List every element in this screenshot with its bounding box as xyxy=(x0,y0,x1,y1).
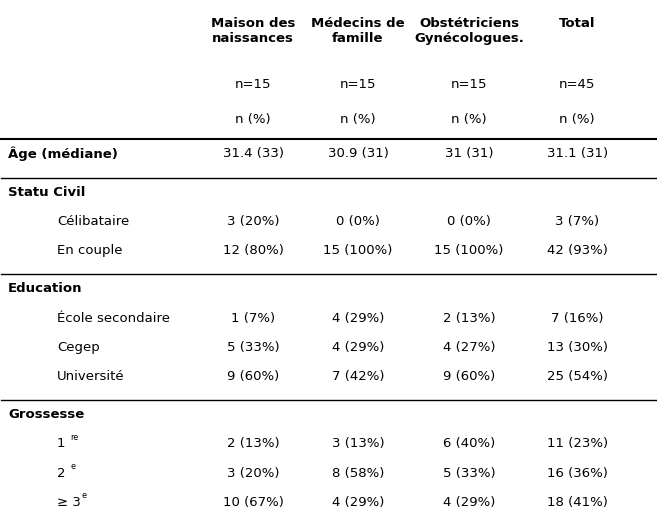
Text: Célibataire: Célibataire xyxy=(57,215,129,228)
Text: 4 (29%): 4 (29%) xyxy=(332,312,384,325)
Text: 5 (33%): 5 (33%) xyxy=(443,467,495,479)
Text: n (%): n (%) xyxy=(340,113,376,126)
Text: 31 (31): 31 (31) xyxy=(445,147,493,160)
Text: Total: Total xyxy=(559,17,595,30)
Text: 3 (13%): 3 (13%) xyxy=(332,437,384,451)
Text: Obstétriciens
Gynécologues.: Obstétriciens Gynécologues. xyxy=(414,17,524,45)
Text: n (%): n (%) xyxy=(451,113,487,126)
Text: 15 (100%): 15 (100%) xyxy=(434,244,504,257)
Text: 9 (60%): 9 (60%) xyxy=(227,370,279,383)
Text: 0 (0%): 0 (0%) xyxy=(336,215,380,228)
Text: 6 (40%): 6 (40%) xyxy=(443,437,495,451)
Text: 15 (100%): 15 (100%) xyxy=(323,244,393,257)
Text: 5 (33%): 5 (33%) xyxy=(227,340,280,354)
Text: 4 (29%): 4 (29%) xyxy=(443,496,495,509)
Text: Médecins de
famille: Médecins de famille xyxy=(311,17,405,45)
Text: e: e xyxy=(81,492,86,501)
Text: e: e xyxy=(70,462,75,471)
Text: n=15: n=15 xyxy=(235,78,271,91)
Text: 3 (7%): 3 (7%) xyxy=(555,215,599,228)
Text: 1: 1 xyxy=(57,437,66,451)
Text: ≥ 3: ≥ 3 xyxy=(57,496,81,509)
Text: 11 (23%): 11 (23%) xyxy=(547,437,608,451)
Text: En couple: En couple xyxy=(57,244,122,257)
Text: 3 (20%): 3 (20%) xyxy=(227,467,279,479)
Text: Maison des
naissances: Maison des naissances xyxy=(211,17,296,45)
Text: 2 (13%): 2 (13%) xyxy=(227,437,280,451)
Text: Université: Université xyxy=(57,370,125,383)
Text: re: re xyxy=(70,433,78,442)
Text: École secondaire: École secondaire xyxy=(57,312,170,325)
Text: 4 (27%): 4 (27%) xyxy=(443,340,495,354)
Text: 31.1 (31): 31.1 (31) xyxy=(547,147,608,160)
Text: 0 (0%): 0 (0%) xyxy=(447,215,491,228)
Text: 4 (29%): 4 (29%) xyxy=(332,340,384,354)
Text: n=45: n=45 xyxy=(559,78,595,91)
Text: Âge (médiane): Âge (médiane) xyxy=(8,147,118,161)
Text: 42 (93%): 42 (93%) xyxy=(547,244,608,257)
Text: 16 (36%): 16 (36%) xyxy=(547,467,608,479)
Text: n (%): n (%) xyxy=(235,113,271,126)
Text: 31.4 (33): 31.4 (33) xyxy=(223,147,284,160)
Text: 1 (7%): 1 (7%) xyxy=(231,312,275,325)
Text: Education: Education xyxy=(8,282,82,295)
Text: 7 (42%): 7 (42%) xyxy=(332,370,384,383)
Text: 30.9 (31): 30.9 (31) xyxy=(327,147,388,160)
Text: n (%): n (%) xyxy=(559,113,595,126)
Text: 7 (16%): 7 (16%) xyxy=(551,312,603,325)
Text: Grossesse: Grossesse xyxy=(8,409,84,421)
Text: 25 (54%): 25 (54%) xyxy=(547,370,608,383)
Text: 3 (20%): 3 (20%) xyxy=(227,215,279,228)
Text: Statu Civil: Statu Civil xyxy=(8,186,85,198)
Text: 12 (80%): 12 (80%) xyxy=(223,244,284,257)
Text: 2: 2 xyxy=(57,467,66,479)
Text: 9 (60%): 9 (60%) xyxy=(443,370,495,383)
Text: 4 (29%): 4 (29%) xyxy=(332,496,384,509)
Text: 18 (41%): 18 (41%) xyxy=(547,496,608,509)
Text: 2 (13%): 2 (13%) xyxy=(443,312,495,325)
Text: n=15: n=15 xyxy=(340,78,376,91)
Text: Cegep: Cegep xyxy=(57,340,100,354)
Text: n=15: n=15 xyxy=(451,78,487,91)
Text: 10 (67%): 10 (67%) xyxy=(223,496,284,509)
Text: 13 (30%): 13 (30%) xyxy=(547,340,608,354)
Text: 8 (58%): 8 (58%) xyxy=(332,467,384,479)
